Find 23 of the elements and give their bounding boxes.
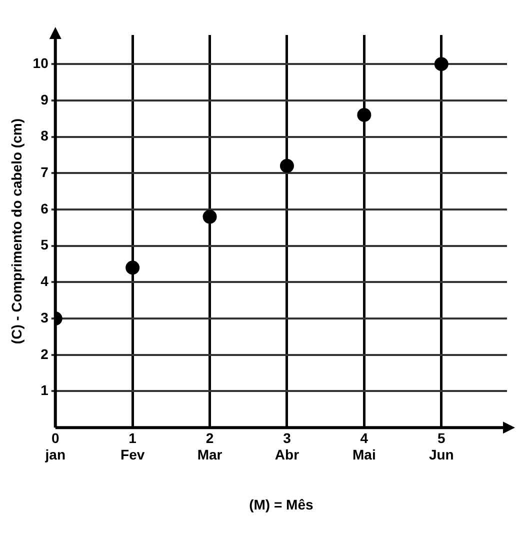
x-tick-label: 4 Mai [352, 430, 376, 463]
y-tick-label: 9 [40, 91, 49, 108]
x-axis-title: (M) = Mês [249, 496, 314, 512]
y-tick-label: 8 [40, 128, 49, 144]
y-tick-label: 10 [32, 54, 49, 71]
y-tick-label: 2 [40, 346, 49, 362]
point [280, 158, 294, 173]
x-tick-label: 1 Fev [120, 430, 145, 463]
point [126, 260, 140, 275]
y-tick-label: 5 [40, 236, 49, 253]
x-tick-label: 5 Jun [428, 430, 454, 463]
y-axis-title: (C) - Comprimento do cabelo (cm) [8, 118, 24, 344]
x-tick-label: 2 Mar [197, 430, 223, 463]
x-tick-label: 0 jan [44, 430, 66, 463]
y-tick-label: 7 [40, 164, 49, 180]
point [357, 108, 372, 122]
x-tick-label: 3 Abr [274, 430, 300, 463]
point [434, 57, 448, 72]
y-tick-label: 3 [40, 309, 49, 326]
y-tick-label: 6 [40, 200, 49, 216]
y-tick-label: 4 [40, 273, 49, 290]
y-tick-label: 1 [40, 382, 49, 398]
point [202, 210, 217, 224]
